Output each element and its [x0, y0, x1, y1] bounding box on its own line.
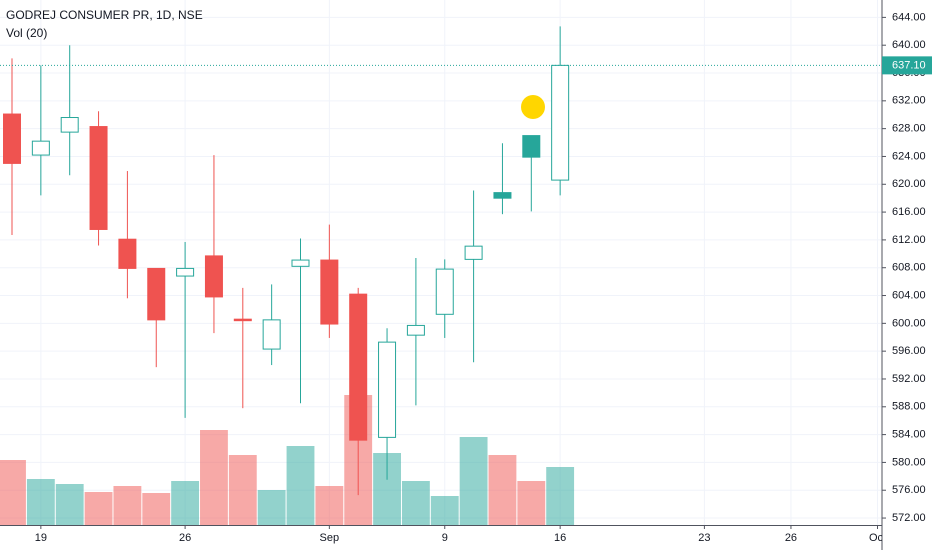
y-tick-label: 628.00: [892, 123, 926, 135]
marker-circle: [521, 95, 545, 119]
candle-body: [89, 126, 108, 230]
y-tick-label: 572.00: [892, 512, 926, 524]
y-tick-label: 620.00: [892, 178, 926, 190]
y-tick-label: 600.00: [892, 317, 926, 329]
x-tick-label: 23: [698, 532, 710, 544]
x-tick-label: Sep: [320, 532, 340, 544]
candle-body: [204, 255, 223, 298]
volume-bar: [200, 430, 228, 525]
y-tick-label: 632.00: [892, 95, 926, 107]
candle-body: [378, 341, 397, 438]
y-tick-label: 604.00: [892, 289, 926, 301]
last-price-label: 637.10: [892, 59, 926, 71]
volume-bar: [459, 437, 488, 525]
axis-layer: 572.00 576.00 580.00 584.00 588.00 592.00 596.…: [882, 11, 926, 524]
candle-body: [493, 192, 512, 199]
candle-body: [551, 64, 570, 181]
candle-body: [435, 268, 454, 315]
volume-label: Vol (20): [6, 26, 47, 40]
y-tick-label: 576.00: [892, 484, 926, 496]
candle-body: [176, 267, 195, 277]
candle-body: [291, 259, 310, 267]
volume-bar: [517, 481, 546, 525]
y-tick-label: 592.00: [892, 373, 926, 385]
y-tick-label: 640.00: [892, 39, 926, 51]
y-tick-label: 612.00: [892, 234, 926, 246]
candle-body: [31, 140, 50, 156]
volume-bar: [286, 446, 315, 525]
volume-bar: [257, 490, 286, 525]
candle-body: [262, 319, 281, 350]
candle-body: [320, 259, 339, 325]
volume-bar: [171, 481, 200, 525]
volume-bar: [142, 493, 171, 525]
x-tick-label: 9: [442, 532, 448, 544]
volume-bar: [430, 496, 459, 525]
volume-bar: [228, 455, 257, 525]
volume-bar: [488, 455, 517, 525]
y-tick-label: 584.00: [892, 429, 926, 441]
volume-bar: [113, 486, 142, 525]
y-tick-label: 596.00: [892, 345, 926, 357]
candle-body: [464, 245, 483, 260]
x-tick-label: 26: [179, 532, 191, 544]
x-tick-label: 26: [785, 532, 797, 544]
y-tick-label: 616.00: [892, 206, 926, 218]
candle-layer: [3, 26, 570, 496]
candle-body: [233, 318, 252, 322]
y-tick-label: 608.00: [892, 262, 926, 274]
last-price-box: [882, 56, 932, 75]
candle-body: [147, 267, 166, 321]
volume-bar: [0, 460, 26, 525]
x-tick-label: 19: [35, 532, 47, 544]
volume-bar: [315, 486, 344, 525]
candle-body: [60, 117, 79, 133]
x-tick-label: 16: [554, 532, 566, 544]
candle-body: [349, 293, 368, 441]
time-axis: 19 26 Sep 9 16 23 26 Oct: [35, 525, 886, 544]
volume-bar: [546, 467, 575, 525]
x-tick-label: Oct: [869, 532, 886, 544]
volume-bar: [401, 481, 430, 525]
candle-body: [406, 324, 425, 336]
y-tick-label: 588.00: [892, 401, 926, 413]
candle-body: [118, 238, 137, 269]
y-tick-label: 644.00: [892, 11, 926, 23]
chart-title: GODREJ CONSUMER PR, 1D, NSE: [6, 8, 203, 22]
y-tick-label: 624.00: [892, 150, 926, 162]
candle-body: [522, 135, 541, 158]
volume-bar: [26, 479, 55, 525]
volume-bar: [55, 484, 84, 525]
candle-body: [3, 113, 21, 164]
volume-bar: [84, 492, 113, 525]
y-tick-label: 580.00: [892, 456, 926, 468]
